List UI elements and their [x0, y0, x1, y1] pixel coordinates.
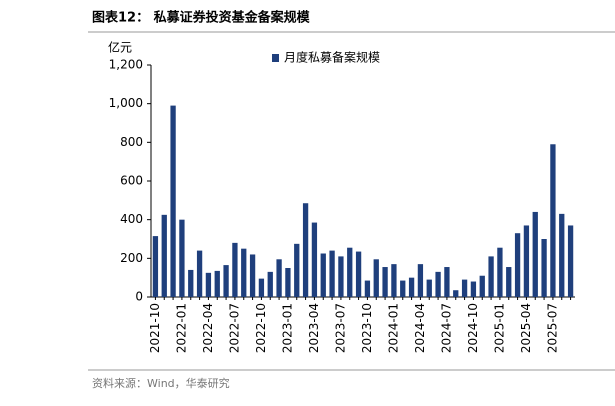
bar: [541, 239, 547, 297]
bar: [329, 250, 335, 297]
x-tick-label: 2023-07: [333, 303, 347, 353]
bar: [514, 233, 521, 297]
bar: [479, 275, 485, 297]
bar: [161, 214, 167, 297]
x-tick-label: 2023-10: [360, 303, 374, 353]
bar: [417, 264, 424, 297]
x-tick-label: 2025-07: [545, 303, 559, 353]
bar: [444, 267, 450, 297]
x-tick-label: 2021-10: [148, 303, 162, 353]
bar: [179, 219, 185, 297]
bar: [338, 256, 344, 297]
bar: [461, 279, 468, 297]
bar: [311, 222, 318, 297]
x-tick-label: 2022-10: [254, 303, 268, 353]
bar: [550, 144, 556, 297]
x-tick-label: 2022-04: [201, 303, 215, 353]
x-tick-label: 2023-04: [307, 303, 321, 353]
bar: [470, 281, 477, 297]
bar: [232, 242, 238, 297]
bar: [453, 290, 459, 297]
bar: [408, 277, 415, 297]
bar: [276, 259, 282, 297]
legend-swatch: [272, 54, 279, 62]
bar: [355, 251, 362, 297]
x-tick-label: 2024-10: [466, 303, 480, 353]
x-tick-label: 2022-07: [227, 303, 241, 353]
bar: [196, 250, 203, 297]
bar: [170, 105, 176, 297]
bar: [400, 280, 406, 297]
bar: [559, 213, 565, 297]
y-axis-label: 亿元: [108, 40, 132, 55]
bar: [294, 243, 300, 297]
bar: [249, 254, 256, 297]
bar: [532, 211, 538, 297]
bar: [152, 236, 159, 297]
bar: [364, 280, 371, 297]
bar: [506, 267, 512, 297]
bar: [426, 279, 432, 297]
x-tick-label: 2022-01: [174, 303, 188, 353]
bar: [382, 267, 388, 297]
x-tick-label: 2024-01: [386, 303, 400, 353]
bar: [205, 272, 212, 297]
source: 资料来源：Wind，华泰研究: [92, 376, 230, 390]
x-tick-label: 2025-04: [519, 303, 533, 353]
bar: [567, 225, 574, 297]
x-tick-label: 2025-01: [492, 303, 506, 353]
y-tick-label: 0: [135, 290, 143, 304]
y-tick-label: 1,000: [109, 96, 143, 110]
bar: [320, 253, 326, 297]
legend-label: 月度私募备案规模: [284, 50, 380, 65]
bar: [223, 265, 229, 297]
bar: [347, 247, 353, 297]
x-tick-label: 2024-07: [439, 303, 453, 353]
y-tick-label: 200: [120, 251, 143, 265]
bar: [285, 268, 291, 297]
bar: [435, 271, 441, 297]
bar: [188, 269, 194, 297]
x-tick-label: 2024-04: [413, 303, 427, 353]
bar: [267, 271, 273, 297]
bar: [488, 256, 494, 297]
bar: [497, 247, 503, 297]
bar: [241, 248, 247, 297]
y-tick-label: 600: [120, 174, 143, 188]
y-tick-label: 800: [120, 135, 143, 149]
chart-title: 图表12： 私募证券投资基金备案规模: [92, 10, 311, 26]
y-tick-label: 400: [120, 212, 143, 226]
bar: [214, 270, 220, 297]
bar: [391, 264, 397, 297]
bar: [258, 278, 265, 297]
bar: [302, 203, 309, 297]
bar: [373, 259, 379, 297]
bar: [523, 225, 530, 297]
x-tick-label: 2023-01: [280, 303, 294, 353]
y-tick-label: 1,200: [109, 58, 143, 72]
